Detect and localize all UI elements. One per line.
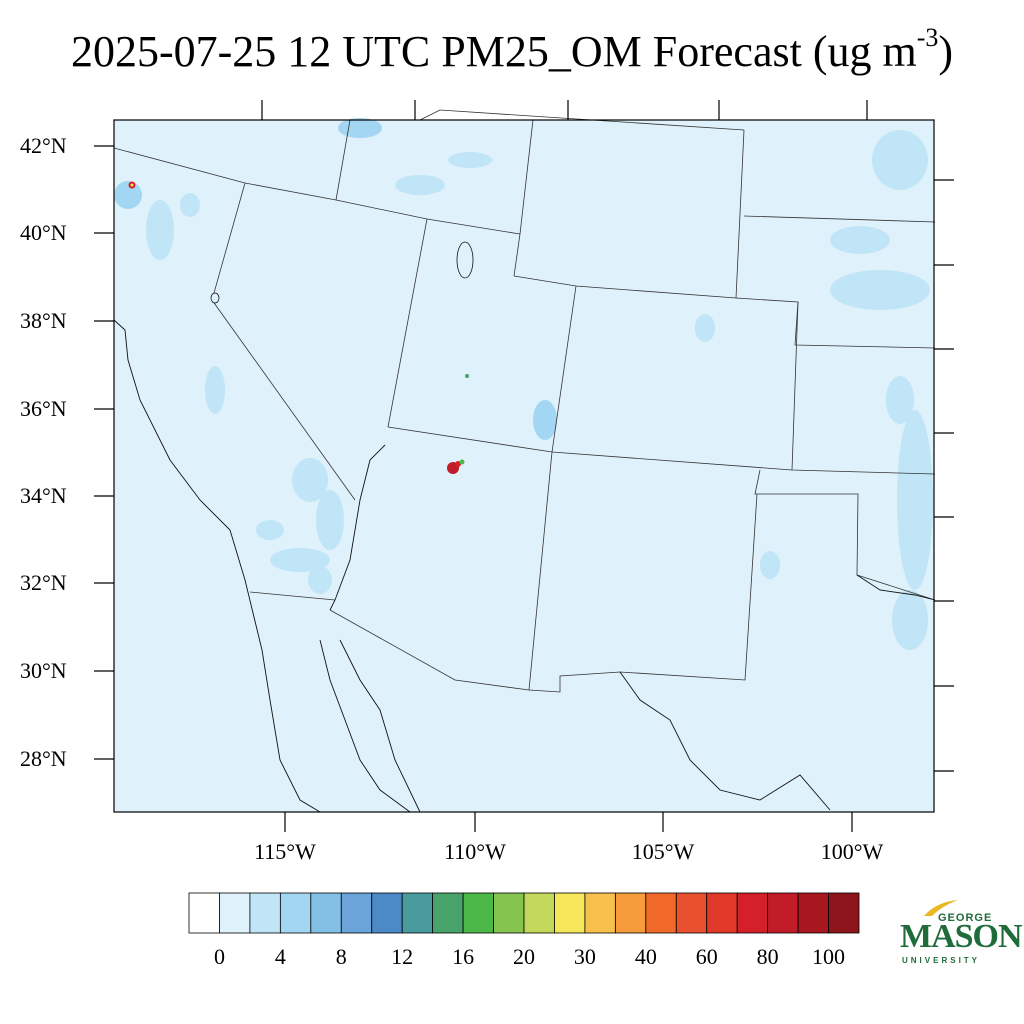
colorbar-label: 20	[513, 944, 535, 969]
title-text: 2025-07-25 12 UTC PM25_OM Forecast (ug m	[70, 27, 917, 76]
colorbar-box	[523, 892, 555, 934]
state-boundaries	[113, 109, 936, 693]
right-ticks	[934, 179, 954, 772]
colorbar-box	[675, 892, 708, 934]
colorbar-box	[736, 892, 769, 934]
colorbar-label: 12	[391, 944, 414, 969]
colorbar-box	[645, 892, 677, 934]
map-title: 2025-07-25 12 UTC PM25_OM Forecast (ug m…	[0, 23, 1024, 77]
concentration-blobs	[114, 118, 933, 650]
colorbar-label: 100	[812, 944, 846, 969]
colorbar-box	[310, 892, 342, 934]
colorbar-label: 40	[634, 944, 657, 969]
colorbar-box	[614, 892, 647, 934]
colorbar-box	[554, 892, 586, 934]
colorbar-box	[767, 892, 799, 934]
colorbar-label: 8	[335, 944, 347, 969]
colorbar-label: 16	[452, 944, 475, 969]
colorbar-box	[493, 892, 525, 934]
colorbar-box	[340, 892, 373, 934]
lon-label-115: 115°W	[254, 839, 316, 864]
lat-label-36: 36°N	[20, 396, 67, 421]
colorbar-label: 80	[756, 944, 779, 969]
colorbar-box	[462, 892, 494, 934]
lat-label-38: 38°N	[20, 308, 67, 333]
colorbar-box	[371, 892, 403, 934]
colorbar-box	[249, 892, 281, 934]
plot-frame	[113, 119, 935, 813]
lat-label-28: 28°N	[20, 746, 67, 771]
left-ticks	[94, 145, 114, 760]
colorbar-box	[797, 892, 829, 934]
colorbar-box	[219, 892, 251, 934]
lon-label-100: 100°W	[820, 839, 884, 864]
colorbar-label: 60	[695, 944, 718, 969]
colorbar-box	[279, 892, 312, 934]
lat-label-42: 42°N	[20, 133, 67, 158]
colorbar-box	[432, 892, 464, 934]
lakes	[210, 241, 474, 304]
colorbar-box	[401, 892, 434, 934]
logo-swoosh-icon	[924, 900, 958, 916]
lon-label-105: 105°W	[631, 839, 695, 864]
lon-label-110: 110°W	[444, 839, 506, 864]
logo-mason: MASON	[900, 918, 1023, 955]
top-ticks	[261, 100, 868, 120]
title-close: )	[938, 27, 954, 76]
lat-label-30: 30°N	[20, 658, 67, 683]
coastline	[113, 319, 936, 813]
lat-label-32: 32°N	[20, 570, 67, 595]
logo-george: GEORGE	[938, 912, 993, 924]
colorbar	[188, 892, 860, 934]
logo-university: UNIVERSITY	[902, 956, 981, 965]
map-field	[114, 120, 934, 812]
colorbar-box	[584, 892, 616, 934]
colorbar-box	[188, 892, 220, 934]
colorbar-label: 30	[573, 944, 596, 969]
fire-hotspots	[128, 181, 469, 474]
bottom-ticks	[284, 812, 853, 832]
gmu-logo: GEORGE MASON UNIVERSITY	[898, 898, 1023, 970]
colorbar-box	[828, 892, 860, 934]
colorbar-label: 0	[213, 944, 225, 969]
lat-label-34: 34°N	[20, 483, 67, 508]
colorbar-label: 4	[274, 944, 286, 969]
colorbar-box	[706, 892, 738, 934]
title-exponent: -3	[916, 23, 939, 53]
lat-label-40: 40°N	[20, 220, 67, 245]
